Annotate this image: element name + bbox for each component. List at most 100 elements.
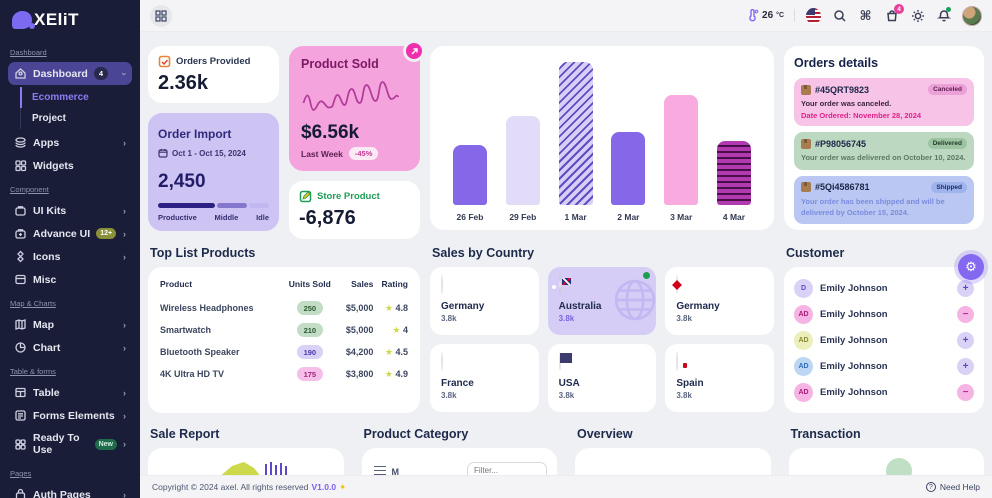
bar-4-mar[interactable] [716, 140, 751, 205]
chevron-right-icon: › [123, 137, 126, 148]
cart-button[interactable]: 4 [884, 4, 904, 23]
add-customer-button[interactable]: + [957, 357, 974, 375]
sidebar-item-forms-elements[interactable]: Forms Elements › [8, 404, 132, 427]
dashboard-content: Orders Provided 2.36k Order Import Oct 1… [140, 32, 992, 475]
country-card-germany-2[interactable]: Germany 3.8k [665, 267, 774, 335]
sidebar-item-misc[interactable]: Misc [8, 268, 132, 291]
list-item[interactable]: D Emily Johnson + [794, 275, 974, 301]
product-name: Smartwatch [160, 325, 212, 335]
list-item[interactable]: AD Emily Johnson + [794, 327, 974, 353]
country-name: France [441, 378, 474, 389]
sidebar-item-label: Auth Pages [33, 488, 91, 498]
command-shortcut-button[interactable]: ⌘ [858, 8, 873, 23]
table-row[interactable]: Bluetooth Speaker 190 $4,200 ★ 4.5 [160, 341, 408, 363]
remove-customer-button[interactable]: − [957, 305, 974, 323]
star-icon: ★ [392, 324, 401, 335]
temperature-value: 26 [762, 10, 774, 21]
country-card-france[interactable]: France 3.8k [430, 344, 539, 412]
country-card-usa[interactable]: USA 3.8k [547, 344, 657, 412]
add-customer-button[interactable]: + [957, 279, 974, 297]
bar-29-feb[interactable] [505, 116, 540, 205]
sidebar-item-advance-ui[interactable]: Advance UI 12+ › [8, 222, 132, 245]
table-row[interactable]: Wireless Headphones 250 $5,000 ★ 4.8 [160, 297, 408, 319]
sidebar-item-chart[interactable]: Chart › [8, 336, 132, 359]
theme-toggle-button[interactable] [910, 8, 925, 23]
weather-widget: 26 °C [746, 9, 795, 22]
bar-26-feb[interactable] [453, 144, 487, 205]
order-message: Your order has been shipped and will be … [801, 196, 945, 217]
country-name: USA [558, 378, 580, 389]
country-card-germany[interactable]: Germany 3.8k [430, 267, 539, 335]
chevron-right-icon: › [123, 228, 126, 239]
table-row[interactable]: Smartwatch 210 $5,000 ★ 4 [160, 319, 408, 341]
sidebar-item-auth-pages[interactable]: Auth Pages › [8, 483, 132, 498]
order-import-label: Order Import [158, 127, 232, 141]
order-card-canceled[interactable]: #45QRT9823 Canceled Your order was cance… [794, 78, 974, 127]
bar-2-mar[interactable] [611, 132, 646, 205]
product-sold-card[interactable]: Product Sold $6.56k Last Week -45% [289, 40, 425, 171]
sidebar-item-dashboard[interactable]: Dashboard 4 › [8, 62, 132, 85]
overview-card[interactable] [575, 448, 771, 475]
bar-3-mar[interactable] [664, 94, 699, 205]
order-import-card[interactable]: Order Import Oct 1 - Oct 15, 2024 2,450 … [148, 113, 279, 231]
transaction-card[interactable] [788, 448, 984, 475]
star-icon: ★ [384, 302, 393, 313]
menu-icon[interactable] [373, 466, 386, 475]
search-button[interactable] [832, 8, 847, 23]
orders-details-panel: Orders details #45QRT9823 Canceled Your … [784, 46, 984, 230]
sidebar-item-ui-kits[interactable]: UI Kits › [8, 199, 132, 222]
chevron-right-icon: › [123, 489, 126, 498]
table-icon [14, 386, 27, 399]
sales-by-country-title: Sales by Country [432, 246, 535, 260]
sidebar-item-project[interactable]: Project [32, 113, 66, 124]
version-link[interactable]: V1.0.0 [311, 482, 337, 492]
country-card-australia[interactable]: Australia 3.8k [547, 267, 657, 335]
store-product-card[interactable]: Store Product -6,876 [289, 181, 420, 239]
product-category-card[interactable]: M [361, 448, 557, 475]
chevron-right-icon: › [123, 319, 126, 330]
home-icon [14, 67, 27, 80]
list-item[interactable]: AD Emily Johnson + [794, 353, 974, 379]
copyright-text: Copyright © 2024 axel. All rights reserv… [152, 482, 309, 492]
axelit-logo[interactable]: XEliT [8, 8, 132, 40]
add-customer-button[interactable]: + [957, 331, 974, 349]
sale-report-card[interactable] [148, 448, 344, 475]
language-flag-button[interactable] [806, 7, 821, 24]
sidebar-item-table[interactable]: Table › [8, 381, 132, 404]
sidebar-item-widgets[interactable]: Widgets [8, 154, 132, 177]
country-card-spain[interactable]: Spain 3.8k [665, 344, 774, 412]
sidebar-item-ecommerce[interactable]: Ecommerce [20, 87, 132, 108]
orders-provided-card[interactable]: Orders Provided 2.36k [148, 46, 279, 103]
order-card-shipped[interactable]: #5Qi4586781 Shipped Your order has been … [794, 175, 974, 224]
sidebar-item-apps[interactable]: Apps › [8, 131, 132, 154]
filter-input[interactable] [467, 462, 547, 475]
notifications-button[interactable] [936, 7, 951, 23]
list-item[interactable]: AD Emily Johnson − [794, 301, 974, 327]
sidebar-item-icons[interactable]: Icons › [8, 245, 132, 268]
sales-bar-chart-card[interactable]: 26 Feb 29 Feb 1 Mar 2 Mar 3 Mar 4 Mar [430, 46, 774, 230]
order-id: #P98056745 [815, 138, 867, 149]
table-row[interactable]: 4K Ultra HD TV 175 $3,800 ★ 4.9 [160, 363, 408, 385]
user-avatar[interactable] [962, 5, 982, 26]
stats-row: Orders Provided 2.36k Order Import Oct 1… [148, 40, 984, 239]
sidebar-item-ready-to-use[interactable]: Ready To Use New › [8, 427, 132, 461]
bar-1-mar[interactable] [558, 62, 593, 205]
spain-flag-icon [676, 352, 679, 371]
remove-customer-button[interactable]: − [957, 383, 974, 401]
briefcase-icon [14, 204, 27, 217]
product-sold-period: Last Week [301, 148, 343, 159]
ready-to-use-new-badge: New [94, 438, 117, 450]
list-item[interactable]: AD Emily Johnson − [794, 379, 974, 405]
sidebar-item-map[interactable]: Map › [8, 313, 132, 336]
need-help-link[interactable]: ? Need Help [925, 482, 980, 492]
x-tick-label: 4 Mar [722, 212, 746, 222]
overview-title: Overview [577, 427, 633, 441]
diamond-icon [14, 250, 27, 263]
settings-fab[interactable]: ⚙ [958, 254, 984, 280]
order-card-delivered[interactable]: #P98056745 Delivered Your order was deli… [794, 132, 974, 170]
cart-count-badge: 4 [894, 4, 904, 14]
apps-grid-button[interactable] [150, 4, 172, 27]
country-name: Germany [441, 301, 485, 312]
product-sold-sparkline [302, 81, 400, 111]
open-report-button[interactable] [403, 40, 425, 62]
